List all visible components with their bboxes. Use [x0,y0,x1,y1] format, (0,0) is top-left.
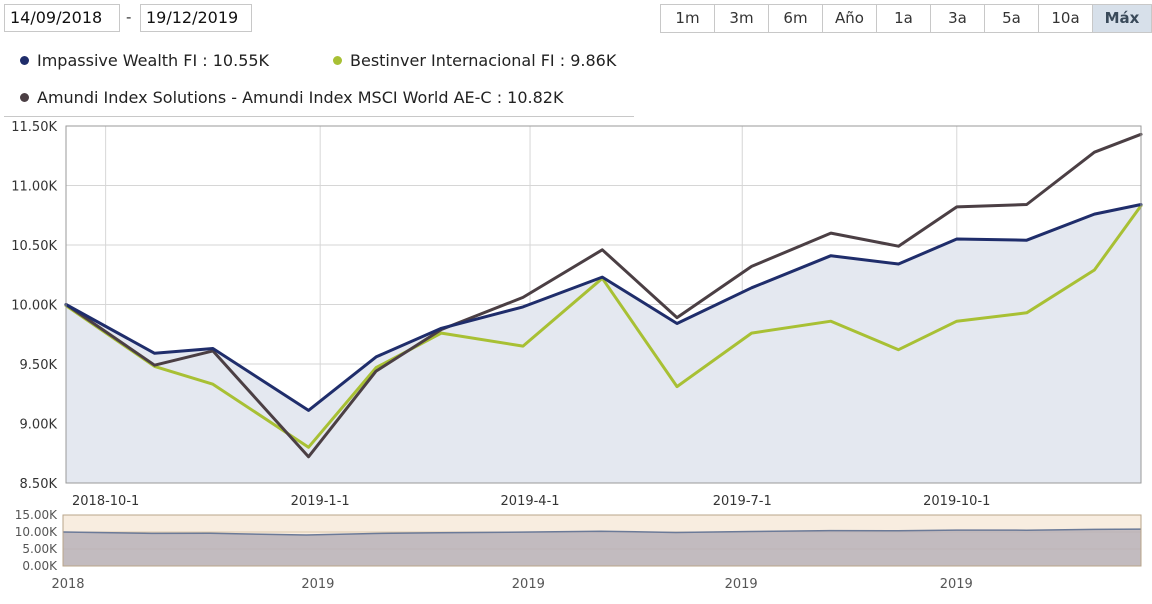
navigator-chart: 0.00K 5.00K 10.00K 15.00K 2018 2019 2019 2019 20… [15,508,1142,592]
legend-item-impassive[interactable]: Impassive Wealth FI : 10.55K [20,51,269,70]
x-tick-label: 2018-10-1 [72,494,139,509]
range-button-1a[interactable]: 1a [877,5,931,32]
legend-marker [20,93,29,102]
legend-marker [333,56,342,65]
y-tick-label: 11.50K [11,120,57,135]
navigator-line [62,528,1142,536]
navigator-area [63,529,1141,566]
range-button-10a[interactable]: 10a [1039,5,1093,32]
legend-label: Impassive Wealth FI : 10.55K [37,51,270,70]
x-tick-label: 2019-10-1 [923,494,990,509]
x-tick-label: 2019-7-1 [713,494,772,509]
legend-label: Amundi Index Solutions - Amundi Index MS… [37,88,564,107]
chart-legend: Impassive Wealth FI : 10.55K Bestinver I… [4,42,634,117]
navigator-y-tick-label: 0.00K [22,559,58,573]
range-button-3a[interactable]: 3a [931,5,985,32]
legend-marker [20,56,29,65]
legend-label: Bestinver Internacional FI : 9.86K [350,51,617,70]
navigator-y-tick-label: 10.00K [15,525,58,539]
date-from-input[interactable]: 14/09/2018 [4,4,120,32]
series-line-2 [64,132,1143,459]
navigator-x-tick-label: 2019 [301,577,334,592]
range-button-6m[interactable]: 6m [769,5,823,32]
date-range-separator: - [126,8,132,26]
chart-area-fill [66,204,1141,483]
range-button-max[interactable]: Máx [1093,5,1151,32]
navigator-frame [62,514,1142,567]
chart-series-lines [64,132,1143,459]
x-tick-label: 2019-4-1 [501,494,560,509]
range-button-5a[interactable]: 5a [985,5,1039,32]
navigator-x-tick-label: 2018 [51,577,84,592]
series-line-0 [64,203,1143,412]
date-to-input[interactable]: 19/12/2019 [140,4,252,32]
chart-axes: 8.50K 9.00K 9.50K 10.00K 10.50K 11.00K 11.50K 2… [11,120,1142,509]
navigator-x-tick-label: 2019 [940,577,973,592]
range-selector: 1m 3m 6m Año 1a 3a 5a 10a Máx [660,4,1152,33]
navigator-y-tick-label: 5.00K [22,542,58,556]
x-tick-label: 2019-1-1 [291,494,350,509]
range-button-3m[interactable]: 3m [715,5,769,32]
navigator-x-tick-label: 2019 [512,577,545,592]
range-button-year[interactable]: Año [823,5,877,32]
plot-frame [65,125,1142,484]
y-tick-label: 11.00K [11,180,57,195]
y-tick-label: 9.50K [20,358,58,373]
y-tick-label: 10.00K [11,299,57,314]
legend-item-bestinver[interactable]: Bestinver Internacional FI : 9.86K [333,51,616,70]
navigator-x-tick-label: 2019 [725,577,758,592]
series-area-0 [66,204,1141,483]
y-tick-label: 9.00K [20,418,58,433]
legend-item-amundi[interactable]: Amundi Index Solutions - Amundi Index MS… [20,88,563,107]
navigator-y-tick-label: 15.00K [15,508,58,522]
y-tick-label: 10.50K [11,239,57,254]
series-line-1 [64,204,1143,449]
range-button-1m[interactable]: 1m [661,5,715,32]
y-tick-label: 8.50K [20,477,58,492]
